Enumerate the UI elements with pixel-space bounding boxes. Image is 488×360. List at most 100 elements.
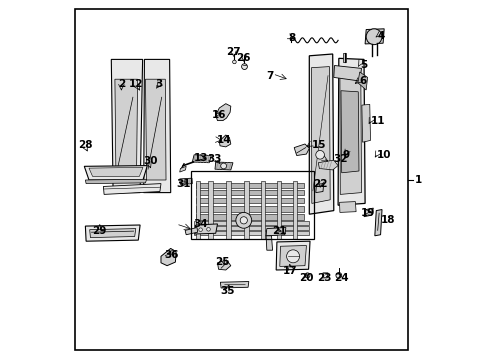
Bar (196, 183, 303, 188)
Text: 13: 13 (193, 153, 207, 163)
Text: 7: 7 (266, 71, 274, 81)
Polygon shape (365, 29, 384, 44)
Bar (343, 53, 346, 62)
Polygon shape (143, 59, 170, 193)
Polygon shape (194, 224, 217, 234)
Bar (292, 181, 297, 239)
Polygon shape (219, 135, 230, 147)
Text: 16: 16 (211, 110, 225, 120)
Text: 28: 28 (78, 140, 92, 150)
Text: 35: 35 (220, 286, 234, 296)
Polygon shape (89, 167, 142, 176)
Polygon shape (279, 246, 306, 266)
Text: 9: 9 (342, 150, 349, 160)
Polygon shape (215, 162, 232, 170)
Text: 30: 30 (142, 156, 157, 166)
Polygon shape (217, 260, 230, 270)
Polygon shape (85, 225, 140, 241)
Bar (194, 226, 309, 230)
Text: 21: 21 (272, 226, 286, 236)
Bar (260, 181, 264, 239)
Text: 11: 11 (370, 116, 385, 126)
Bar (208, 181, 212, 239)
Text: 36: 36 (164, 250, 179, 260)
Polygon shape (220, 282, 248, 288)
Polygon shape (315, 184, 323, 193)
Circle shape (335, 273, 341, 278)
Polygon shape (276, 241, 309, 270)
Polygon shape (318, 160, 337, 170)
Bar (196, 198, 303, 203)
Bar (276, 181, 281, 239)
Bar (226, 181, 230, 239)
Text: 26: 26 (236, 53, 250, 63)
Text: 10: 10 (376, 150, 391, 160)
Bar (191, 171, 313, 239)
Text: 2: 2 (118, 78, 125, 89)
Text: 3: 3 (155, 78, 162, 89)
Polygon shape (333, 66, 361, 81)
Circle shape (322, 273, 326, 278)
Polygon shape (145, 79, 166, 180)
Bar (196, 206, 303, 212)
Circle shape (315, 150, 324, 159)
Polygon shape (161, 248, 176, 266)
Circle shape (206, 228, 210, 231)
Text: 29: 29 (92, 226, 107, 236)
Polygon shape (179, 166, 186, 172)
Circle shape (240, 217, 247, 224)
Text: 19: 19 (360, 208, 374, 218)
Text: 34: 34 (193, 219, 207, 229)
Text: 22: 22 (313, 179, 327, 189)
Polygon shape (361, 104, 370, 142)
Text: 6: 6 (359, 76, 366, 86)
Text: 8: 8 (288, 33, 295, 43)
Polygon shape (115, 79, 137, 180)
Polygon shape (311, 67, 329, 203)
Polygon shape (374, 210, 381, 236)
Polygon shape (185, 228, 197, 235)
Polygon shape (339, 202, 355, 212)
Polygon shape (294, 144, 309, 156)
Polygon shape (192, 155, 211, 163)
Polygon shape (85, 179, 146, 184)
Text: 18: 18 (380, 215, 394, 225)
Polygon shape (339, 69, 361, 194)
Polygon shape (89, 229, 136, 238)
Polygon shape (309, 54, 333, 214)
Polygon shape (363, 208, 373, 217)
Text: 32: 32 (333, 154, 347, 164)
Polygon shape (84, 166, 147, 180)
Text: 24: 24 (333, 273, 347, 283)
Circle shape (366, 29, 381, 45)
Circle shape (232, 60, 236, 64)
Polygon shape (340, 91, 358, 173)
Text: 31: 31 (176, 179, 190, 189)
Text: 15: 15 (311, 140, 326, 150)
Polygon shape (103, 184, 161, 194)
Text: 12: 12 (129, 78, 143, 89)
Bar (194, 221, 309, 225)
Text: 1: 1 (413, 175, 421, 185)
Text: 20: 20 (299, 273, 313, 283)
Polygon shape (111, 59, 142, 193)
Polygon shape (265, 228, 285, 236)
Polygon shape (322, 273, 327, 278)
Bar (196, 214, 303, 220)
Circle shape (235, 212, 251, 228)
Text: 25: 25 (215, 257, 229, 267)
Bar (196, 181, 200, 239)
Text: 33: 33 (207, 154, 222, 164)
Text: 17: 17 (283, 266, 297, 276)
Text: 5: 5 (359, 60, 366, 70)
Circle shape (305, 273, 309, 278)
Bar (194, 231, 309, 235)
Circle shape (220, 163, 226, 169)
Text: 14: 14 (216, 135, 230, 145)
Circle shape (286, 250, 299, 263)
Bar (244, 181, 248, 239)
Polygon shape (265, 236, 272, 250)
Bar (196, 190, 303, 195)
Text: 23: 23 (317, 273, 331, 283)
Polygon shape (337, 58, 365, 205)
